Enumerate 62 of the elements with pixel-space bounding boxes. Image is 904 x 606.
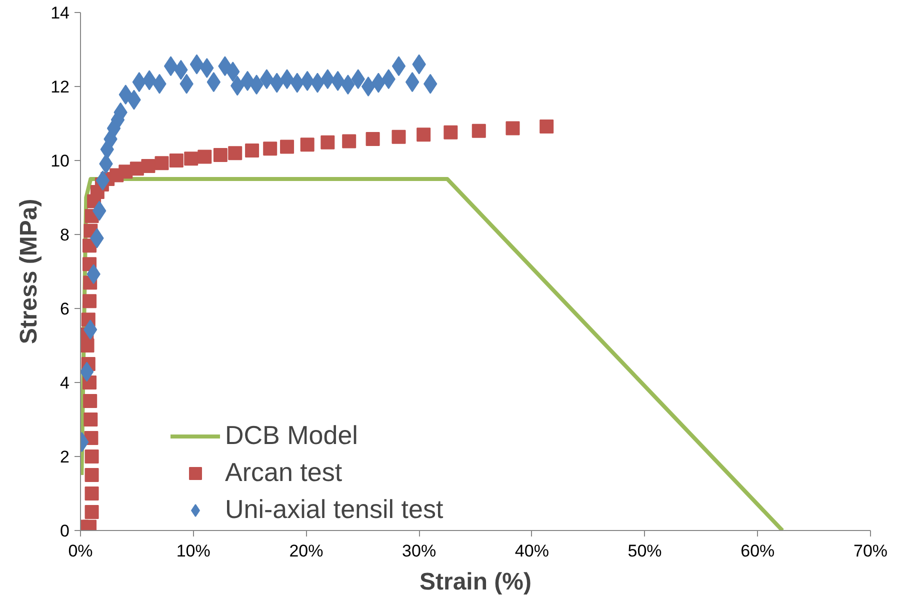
point [416, 128, 431, 142]
point [84, 486, 99, 500]
x-tick-label: 40% [514, 542, 549, 560]
point [164, 56, 178, 76]
y-axis-title: Stress (MPa) [16, 198, 43, 344]
point [213, 148, 228, 162]
point [84, 412, 98, 426]
x-tick-label: 70% [853, 542, 888, 560]
point [184, 152, 198, 166]
point [361, 76, 376, 96]
point [83, 320, 98, 340]
y-tick-label: 8 [60, 226, 70, 244]
point [405, 72, 420, 92]
point [154, 156, 169, 170]
point [245, 144, 260, 158]
point [506, 121, 520, 136]
point [82, 294, 97, 308]
point [290, 72, 304, 93]
legend-label: Arcan test [225, 457, 342, 488]
y-tick-label: 10 [50, 152, 70, 170]
point [84, 468, 99, 482]
point [83, 394, 98, 408]
point [300, 138, 314, 152]
x-tick-label: 60% [740, 542, 775, 560]
point [190, 54, 204, 74]
y-tick-label: 6 [60, 300, 70, 318]
point [320, 135, 335, 150]
y-tick-label: 2 [60, 448, 70, 466]
point [169, 154, 184, 168]
x-tick-label: 20% [289, 542, 324, 560]
point [392, 56, 406, 76]
point [540, 119, 554, 134]
y-tick-label: 0 [60, 522, 70, 540]
x-tick-label: 0% [68, 542, 93, 560]
line-series [80, 177, 784, 530]
point [84, 450, 99, 464]
point [141, 159, 156, 174]
point [228, 146, 242, 160]
y-tick-label: 14 [50, 4, 70, 22]
x-axis-title: Strain (%) [419, 568, 532, 596]
point [342, 134, 356, 148]
point [330, 70, 345, 91]
legend-label: Uni-axial tensil test [225, 494, 444, 525]
y-tick-label: 12 [50, 78, 70, 96]
point [200, 58, 214, 78]
point [366, 132, 380, 146]
x-tick-label: 30% [402, 542, 436, 560]
point [96, 170, 110, 190]
point [444, 125, 458, 140]
point [260, 69, 274, 90]
legend-label: DCB Model [225, 420, 358, 451]
point [198, 150, 212, 164]
point [472, 124, 486, 138]
point [280, 140, 294, 154]
x-tick-label: 50% [628, 542, 662, 560]
point [263, 142, 278, 156]
point [392, 130, 406, 144]
point [84, 505, 99, 519]
point [132, 72, 146, 92]
y-tick-label: 4 [60, 374, 70, 392]
point [206, 72, 221, 92]
x-tick-label: 10% [176, 542, 210, 560]
